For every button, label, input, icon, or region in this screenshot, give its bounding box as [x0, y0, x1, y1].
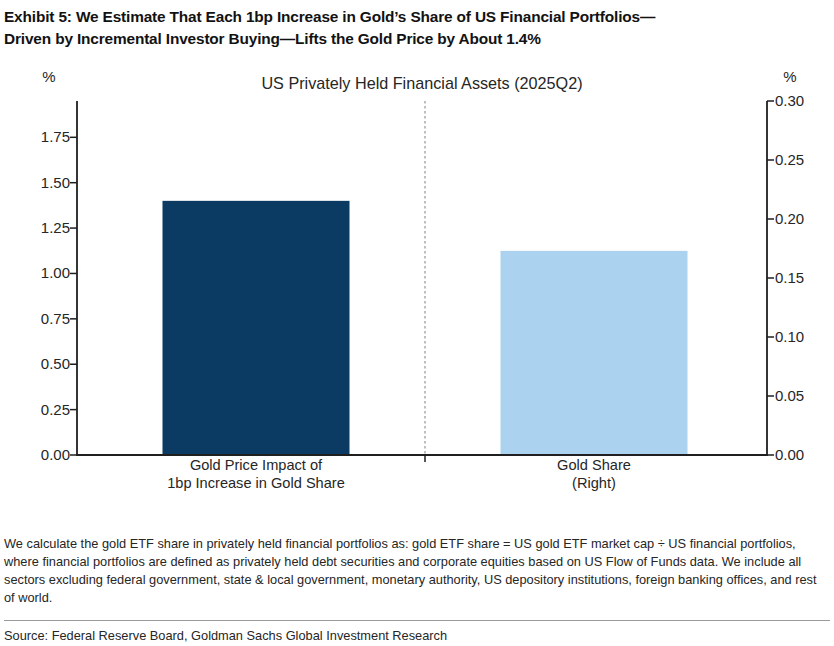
right-axis-tick-label: 0.30 [775, 92, 804, 109]
exhibit-title: Exhibit 5: We Estimate That Each 1bp Inc… [4, 6, 830, 49]
bar-gold-share [501, 251, 688, 455]
chart-title: US Privately Held Financial Assets (2025… [261, 74, 582, 92]
exhibit-title-line-2: Driven by Incremental Investor Buying—Li… [4, 30, 541, 47]
right-axis-tick-label: 0.05 [775, 387, 804, 404]
left-axis-tick-label: 0.00 [41, 446, 70, 463]
left-axis-tick-label: 1.25 [41, 219, 70, 236]
report-page: Exhibit 5: We Estimate That Each 1bp Inc… [0, 0, 834, 646]
right-axis-tick-label: 0.15 [775, 269, 804, 286]
category-label-gold-share: (Right) [572, 475, 616, 491]
source-line: Source: Federal Reserve Board, Goldman S… [4, 628, 830, 644]
right-axis-tick-label: 0.25 [775, 151, 804, 168]
right-axis-tick-label: 0.10 [775, 328, 804, 345]
left-axis-unit-label: % [42, 68, 55, 85]
right-axis-tick-label: 0.20 [775, 210, 804, 227]
left-axis-tick-label: 0.50 [41, 355, 70, 372]
divider-line [4, 620, 830, 621]
exhibit-title-line-1: Exhibit 5: We Estimate That Each 1bp Inc… [4, 8, 655, 25]
category-label-gold-share: Gold Share [557, 457, 631, 473]
category-label-gold-price-impact: 1bp Increase in Gold Share [167, 475, 345, 491]
left-axis-tick-label: 1.50 [41, 174, 70, 191]
category-label-gold-price-impact: Gold Price Impact of [190, 457, 323, 473]
left-axis-tick-label: 0.25 [41, 401, 70, 418]
left-axis-tick-label: 1.00 [41, 264, 70, 281]
bar-gold-price-impact [163, 201, 350, 455]
bar-chart-canvas: Gold Price Impact of 1bp Increase in Gold… [4, 61, 834, 509]
bar-chart-figure: Gold Price Impact of 1bp Increase in Gold… [4, 61, 830, 509]
chart-footnote: We calculate the gold ETF share in priva… [4, 535, 830, 607]
right-axis-unit-label: % [783, 68, 796, 85]
left-axis-tick-label: 0.75 [41, 310, 70, 327]
right-axis-tick-label: 0.00 [775, 446, 804, 463]
left-axis-tick-label: 1.75 [41, 128, 70, 145]
